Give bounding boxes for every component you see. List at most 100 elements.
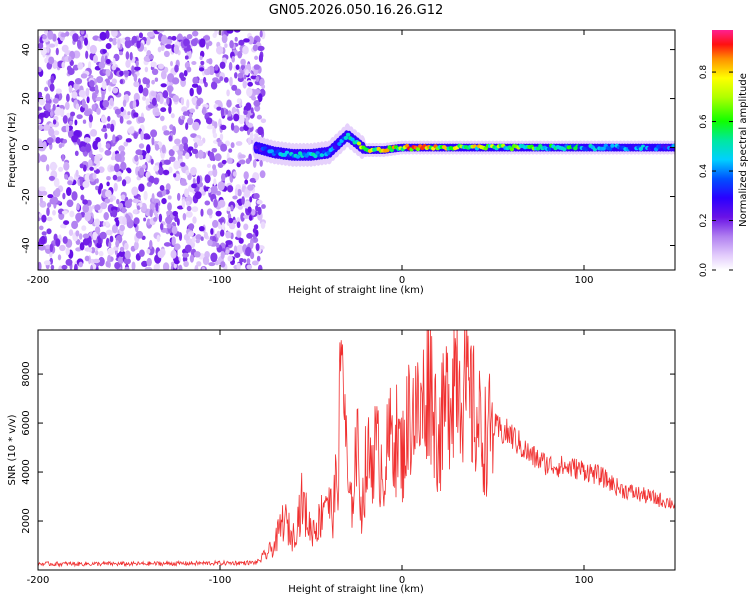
noise-cell [124,36,131,41]
noise-cell [100,202,108,210]
noise-cell [105,229,113,236]
noise-cell [184,244,192,253]
noise-cell [232,171,237,177]
noise-cell [122,216,127,226]
noise-cell [245,102,252,111]
noise-cell [98,256,105,267]
noise-cell [172,95,180,103]
noise-cell [252,44,259,52]
noise-cell [227,255,233,262]
noise-cell [49,83,55,92]
noise-cell [186,66,192,73]
noise-cell [168,135,173,142]
noise-cell [111,30,118,38]
noise-cell [93,54,98,64]
band-core-cell [612,147,617,152]
noise-cell [220,261,226,268]
noise-cell [243,223,249,231]
noise-cell [219,61,226,69]
noise-cell [171,35,177,41]
noise-cell [225,140,230,147]
noise-cell [132,198,140,204]
noise-cell [135,149,143,156]
noise-cell [141,260,148,267]
noise-cell [231,84,238,91]
noise-cell [189,108,196,113]
noise-cell [64,174,69,180]
noise-cell [229,40,234,49]
noise-cell [240,64,246,70]
noise-cell [181,106,188,113]
noise-cell [192,216,197,224]
noise-cell [196,139,204,147]
noise-cell [95,185,99,191]
noise-cell [68,56,72,62]
noise-cell [105,189,112,198]
noise-cell [156,234,161,242]
noise-cell [143,217,147,222]
noise-cell [149,209,153,218]
noise-cell [173,259,180,265]
noise-cell [162,169,170,176]
noise-cell [207,239,213,247]
noise-cell [227,116,233,121]
bottom-x-ticks: -200 -100 0 100 [27,330,594,586]
x-tick-label: -200 [27,275,50,286]
noise-cell [197,149,204,159]
noise-cell [202,256,210,265]
noise-cell [154,111,161,116]
noise-cell [158,213,163,223]
noise-cell [94,204,101,211]
noise-cell [94,84,99,93]
noise-cell [80,146,87,153]
noise-cell [39,196,43,204]
noise-cell [200,60,205,66]
noise-cell [80,194,85,201]
noise-cell [112,134,116,144]
noise-cell [261,204,266,209]
noise-cell [223,77,229,83]
noise-cell [250,251,255,260]
band-core-cell [343,135,349,140]
noise-cell [54,106,62,116]
noise-cell [163,130,170,136]
noise-cell [123,114,131,120]
noise-cell [249,177,256,183]
noise-cell [136,40,141,49]
noise-cell [169,81,174,86]
noise-cell [145,36,151,46]
x-tick-label: -100 [209,275,232,286]
noise-cell [200,208,204,217]
noise-cell [94,218,101,227]
noise-cell [256,199,263,205]
noise-cell [156,191,163,198]
noise-cell [182,252,190,258]
noise-cell [138,84,144,94]
noise-cell [66,199,74,208]
noise-cell [230,204,234,210]
noise-cell [142,87,149,97]
noise-cell [117,256,124,264]
noise-cell [238,154,246,159]
noise-cell [133,73,138,83]
noise-cell [48,175,56,181]
noise-cell [77,40,82,49]
noise-cell [82,237,90,246]
noise-cell [257,93,263,103]
noise-cell [105,43,112,50]
colorbar: 0.0 0.2 0.4 0.6 0.8 Normalized spectral ampl… [699,30,749,277]
noise-cell [249,196,253,203]
noise-cell [208,58,213,65]
noise-cell [173,173,177,178]
noise-cell [166,222,172,229]
snr-series-line [38,330,675,568]
noise-cell [187,146,194,151]
noise-cell [146,181,152,187]
noise-cell [180,76,186,82]
noise-cell [203,231,208,239]
noise-cell [256,255,261,262]
noise-cell [83,137,91,143]
noise-cell [75,230,80,237]
noise-cell [44,102,51,110]
colorbar-tick-label: 0.0 [699,263,709,278]
